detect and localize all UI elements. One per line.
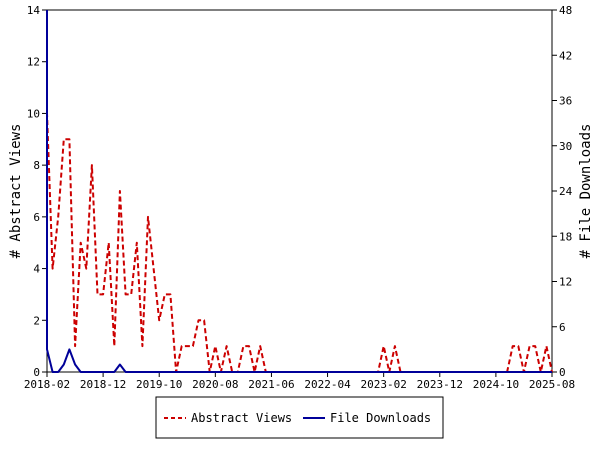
- x-axis-tick-label: 2018-02: [24, 378, 70, 391]
- right-axis-tick-label: 0: [559, 366, 566, 379]
- right-axis-tick-label: 24: [559, 185, 573, 198]
- left-axis-tick-label: 6: [33, 211, 40, 224]
- legend-box: [155, 396, 444, 439]
- series-layer: [46, 10, 553, 373]
- left-axis-tick-label: 14: [27, 4, 41, 17]
- x-axis-tick-label: 2022-04: [304, 378, 351, 391]
- left-axis-tick-label: 8: [33, 159, 40, 172]
- right-axis-tick-label: 42: [559, 49, 572, 62]
- legend: Abstract Views File Downloads: [155, 396, 444, 439]
- right-axis-tick-label: 48: [559, 4, 572, 17]
- x-axis-tick-label: 2021-06: [248, 378, 294, 391]
- left-axis-tick-label: 4: [33, 263, 40, 276]
- right-axis-tick-label: 30: [559, 140, 572, 153]
- right-axis-tick-label: 18: [559, 230, 572, 243]
- right-axis-ticks: 0 6 12 18 24 30 36 42 48: [552, 4, 573, 379]
- left-axis-tick-label: 0: [33, 366, 40, 379]
- x-axis-tick-label: 2018-12: [80, 378, 126, 391]
- legend-file-downloads-label: File Downloads: [330, 411, 431, 425]
- x-axis-tick-label: 2020-08: [192, 378, 238, 391]
- x-axis-tick-label: 2023-02: [360, 378, 406, 391]
- left-axis-ticks: 0 2 4 6 8 10 12 14: [27, 4, 47, 379]
- x-axis-ticks: 2018-02 2018-12 2019-10 2020-08 2021-06 2022-…: [24, 372, 575, 391]
- legend-abstract-views-label: Abstract Views: [191, 411, 292, 425]
- left-axis-tick-label: 2: [33, 314, 40, 327]
- right-axis-tick-label: 36: [559, 95, 572, 108]
- plot-frame: [46, 9, 553, 373]
- series-line-abstract-views: [46, 112, 553, 373]
- x-axis-tick-label: 2025-08: [529, 378, 575, 391]
- right-axis-tick-label: 12: [559, 276, 572, 289]
- x-axis-tick-label: 2024-10: [473, 378, 519, 391]
- x-axis-tick-label: 2023-12: [417, 378, 463, 391]
- right-axis-tick-label: 6: [559, 321, 566, 334]
- left-axis-title: # Abstract Views: [8, 124, 24, 259]
- right-axis-title: # File Downloads: [578, 124, 594, 259]
- series-line-file-downloads: [46, 10, 552, 373]
- left-axis-tick-label: 10: [27, 107, 40, 120]
- x-axis-tick-label: 2019-10: [136, 378, 182, 391]
- left-axis-tick-label: 12: [27, 56, 40, 69]
